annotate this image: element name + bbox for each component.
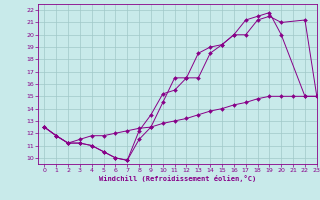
X-axis label: Windchill (Refroidissement éolien,°C): Windchill (Refroidissement éolien,°C) (99, 175, 256, 182)
